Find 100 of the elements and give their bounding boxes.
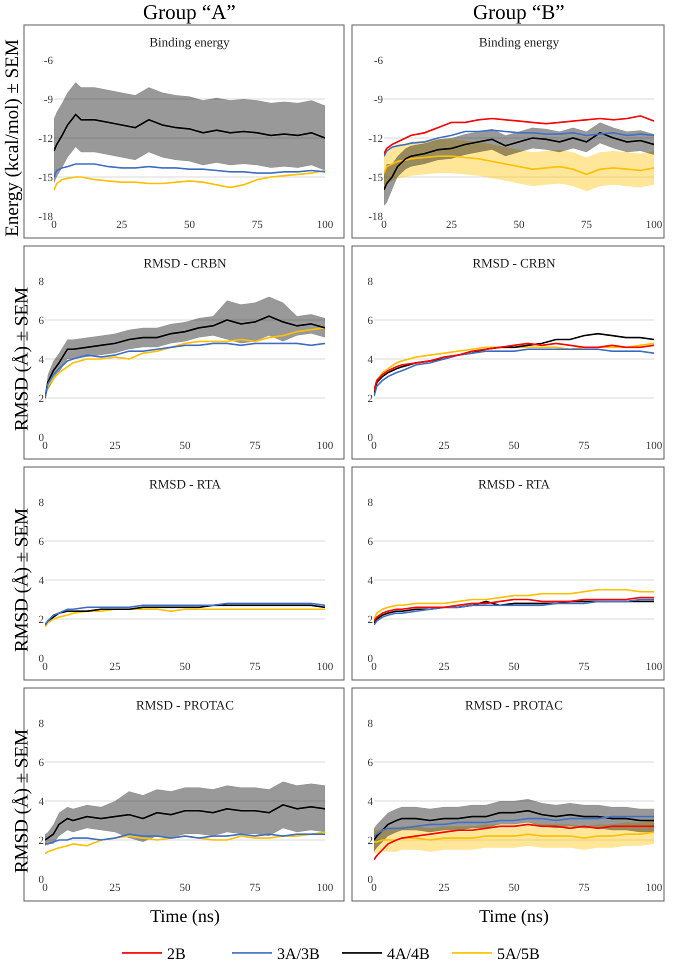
x-tick-label: 75 [578, 661, 590, 673]
chart-title: Binding energy [478, 34, 560, 50]
y-tick-label: 2 [38, 614, 44, 626]
y-tick-label: -18 [368, 210, 384, 223]
x-tick-label: 50 [508, 882, 520, 894]
y-tick-label: 4 [368, 574, 374, 587]
y-tick-label: 6 [38, 314, 44, 327]
x-tick-label: 50 [514, 219, 525, 231]
legend-label: 4A/4B [387, 946, 430, 964]
line-series [45, 804, 325, 841]
y-tick-label: -6 [44, 54, 54, 67]
chart-title: RMSD - CRBN [472, 256, 556, 271]
chart-title: RMSD - CRBN [143, 256, 228, 271]
x-tick-label: 25 [116, 219, 128, 231]
x-tick-label: 100 [646, 440, 663, 452]
line-series [45, 608, 325, 628]
y-tick-label: -12 [368, 132, 383, 145]
y-tick-label: 0 [38, 652, 44, 665]
line-series [384, 115, 654, 154]
y-tick-label: 4 [38, 574, 44, 587]
line-series [54, 163, 325, 178]
x-tick-label: 100 [316, 661, 334, 673]
y-tick-label: 8 [38, 276, 44, 288]
x-tick-label: 25 [438, 661, 450, 673]
x-tick-label: 75 [581, 219, 592, 231]
x-tick-label: 100 [316, 440, 334, 452]
x-tick-label: 75 [578, 440, 590, 452]
y-tick-label: 2 [368, 392, 373, 405]
x-tick-label: 75 [578, 882, 590, 894]
y-tick-label: 6 [38, 756, 44, 769]
legend-label: 2B [167, 946, 186, 964]
x-tick-label: 50 [184, 219, 196, 231]
x-tick-label: 75 [250, 882, 261, 894]
y-tick-label: 8 [368, 496, 374, 509]
y-tick-label: -18 [38, 210, 54, 223]
y-tick-label: 0 [368, 652, 374, 665]
y-tick-label: 8 [368, 276, 374, 288]
line-series [374, 348, 654, 397]
y-tick-label: 8 [368, 718, 374, 730]
line-series [54, 170, 325, 191]
x-tick-label: 50 [180, 882, 191, 894]
line-series [374, 816, 654, 837]
x-tick-label: 25 [438, 882, 450, 894]
x-tick-label: 100 [646, 882, 663, 894]
line-series [374, 824, 654, 860]
y-tick-label: -15 [368, 172, 384, 184]
y-tick-label: 6 [38, 536, 44, 548]
chart-title: RMSD - RTA [478, 476, 551, 492]
y-axis-title: RMSD (Å) ± SEM [11, 508, 32, 652]
line-series [374, 810, 654, 841]
x-tick-label: 75 [252, 219, 264, 231]
x-tick-label: 25 [446, 219, 458, 231]
x-tick-label: 75 [250, 661, 261, 673]
x-axis-title: Time (ns) [479, 906, 549, 926]
line-series [374, 596, 654, 622]
y-tick-label: 2 [368, 614, 373, 626]
x-tick-label: 100 [316, 219, 334, 231]
x-tick-label: 25 [110, 440, 121, 452]
x-axis-title: Time (ns) [150, 906, 220, 926]
y-tick-label: 6 [368, 314, 374, 327]
y-axis-title: Energy (kcal/mol) ± SEM [2, 39, 24, 237]
line-series [384, 129, 654, 157]
y-axis-title: RMSD (Å) ± SEM [11, 728, 32, 873]
x-tick-label: 25 [438, 440, 450, 452]
x-tick-label: 50 [508, 661, 520, 673]
line-series [54, 114, 325, 152]
line-series [374, 831, 654, 843]
x-tick-label: 100 [646, 219, 663, 231]
line-series [384, 155, 654, 176]
y-tick-label: -9 [374, 94, 384, 106]
line-series [374, 588, 654, 620]
y-tick-label: 4 [368, 796, 374, 808]
y-tick-label: -9 [44, 94, 54, 106]
legend-label: 3A/3B [277, 946, 320, 964]
x-tick-label: 100 [316, 882, 334, 894]
y-tick-label: 0 [38, 432, 44, 444]
y-tick-label: 8 [38, 496, 44, 509]
y-tick-label: 0 [38, 874, 44, 886]
y-tick-label: 2 [368, 834, 373, 847]
y-tick-label: 6 [368, 756, 374, 769]
line-series [374, 342, 654, 391]
y-axis-title: RMSD (Å) ± SEM [11, 286, 32, 431]
chart-title: RMSD - PROTAC [136, 698, 234, 713]
x-tick-label: 50 [180, 661, 191, 673]
y-tick-label: -12 [38, 132, 53, 145]
legend-label: 5A/5B [497, 946, 540, 964]
y-tick-label: 4 [38, 354, 44, 366]
chart-title: Binding energy [149, 34, 230, 50]
line-series [45, 833, 325, 845]
text: Group “B” [473, 0, 565, 24]
x-tick-label: 50 [508, 440, 520, 452]
y-tick-label: 4 [38, 796, 44, 808]
x-tick-label: 50 [180, 440, 191, 452]
x-tick-label: 100 [646, 661, 663, 673]
x-tick-label: 25 [110, 661, 121, 673]
line-series [45, 342, 325, 399]
y-tick-label: -15 [38, 172, 54, 184]
x-tick-label: 25 [110, 882, 121, 894]
y-tick-label: -6 [374, 54, 384, 67]
y-tick-label: 4 [368, 354, 374, 366]
